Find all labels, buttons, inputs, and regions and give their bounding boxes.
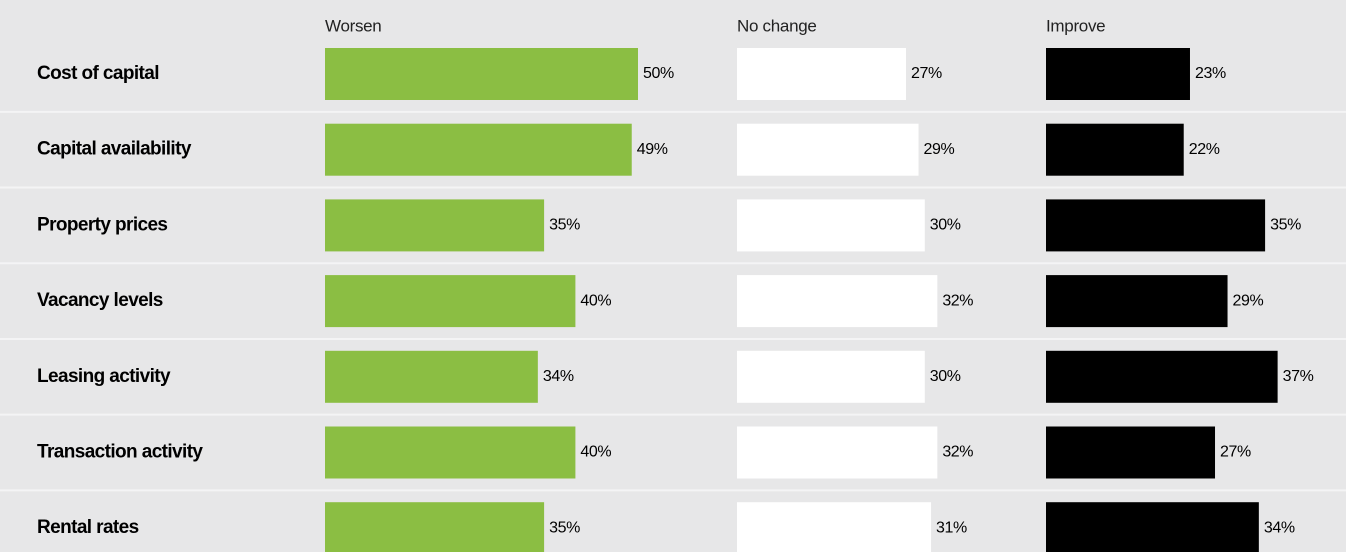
- bar: [1046, 275, 1228, 328]
- bar: [737, 199, 925, 252]
- value-label: 27%: [911, 65, 942, 82]
- value-label: 27%: [1220, 444, 1251, 461]
- value-label: 49%: [637, 141, 668, 158]
- bar: [1046, 426, 1216, 479]
- value-label: 29%: [924, 141, 955, 158]
- value-label: 32%: [942, 292, 973, 309]
- category-label: Leasing activity: [37, 366, 171, 387]
- bar: [325, 502, 545, 552]
- value-label: 23%: [1195, 65, 1226, 82]
- value-label: 37%: [1283, 368, 1314, 385]
- category-label: Property prices: [37, 214, 167, 235]
- value-label: 40%: [580, 292, 611, 309]
- category-label: Rental rates: [37, 517, 139, 538]
- bar: [737, 48, 907, 100]
- category-label: Capital availability: [37, 139, 192, 160]
- bar: [1046, 350, 1278, 403]
- value-label: 22%: [1189, 141, 1220, 158]
- value-label: 34%: [543, 368, 574, 385]
- value-label: 35%: [549, 519, 580, 536]
- bar: [737, 426, 938, 479]
- category-label: Transaction activity: [37, 442, 203, 463]
- value-label: 30%: [930, 217, 961, 234]
- bar: [737, 123, 919, 176]
- bar: [1046, 199, 1266, 252]
- value-label: 34%: [1264, 519, 1295, 536]
- bar: [325, 426, 576, 479]
- value-label: 40%: [580, 444, 611, 461]
- bar: [325, 350, 538, 403]
- value-label: 30%: [930, 368, 961, 385]
- series-header: No change: [737, 16, 817, 35]
- category-label: Vacancy levels: [37, 290, 163, 311]
- value-label: 50%: [643, 65, 674, 82]
- bar: [325, 275, 576, 328]
- bar: [737, 275, 938, 328]
- value-label: 35%: [549, 217, 580, 234]
- bar: [325, 199, 545, 252]
- bar: [325, 48, 638, 100]
- category-label: Cost of capital: [37, 63, 159, 84]
- bar: [737, 502, 932, 552]
- bar: [1046, 502, 1259, 552]
- bar: [1046, 123, 1184, 176]
- bar: [1046, 48, 1190, 100]
- bar: [325, 123, 632, 176]
- value-label: 29%: [1233, 292, 1264, 309]
- value-label: 35%: [1270, 217, 1301, 234]
- value-label: 32%: [942, 444, 973, 461]
- series-header: Improve: [1046, 16, 1105, 35]
- series-header: Worsen: [325, 16, 381, 35]
- bar: [737, 350, 925, 403]
- value-label: 31%: [936, 519, 967, 536]
